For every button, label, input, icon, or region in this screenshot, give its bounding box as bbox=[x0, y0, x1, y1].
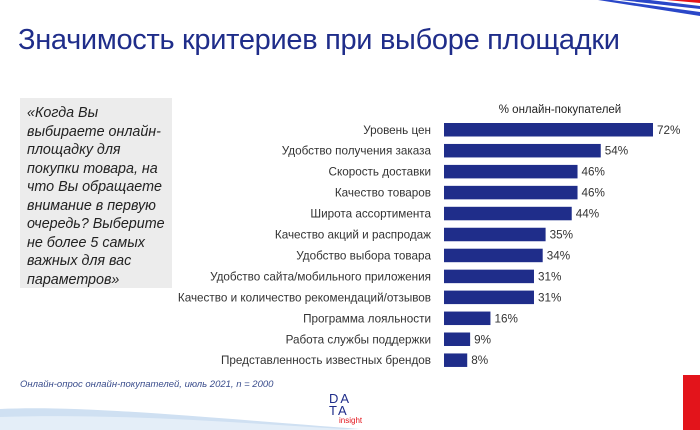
category-label: Скорость доставки bbox=[329, 166, 431, 179]
value-label: 16% bbox=[494, 312, 517, 325]
page-title: Значимость критериев при выборе площадки bbox=[18, 24, 620, 56]
red-accent-bar bbox=[683, 375, 700, 430]
bar bbox=[444, 332, 471, 346]
bar bbox=[444, 311, 491, 326]
category-label: Удобство выбора товара bbox=[296, 249, 431, 262]
value-label: 31% bbox=[538, 291, 561, 304]
category-label: Уровень цен bbox=[363, 124, 431, 137]
series-label: % онлайн-покупателей bbox=[499, 104, 621, 116]
bar bbox=[444, 227, 546, 242]
bottom-wave-decoration bbox=[0, 408, 360, 430]
category-label: Качество товаров bbox=[335, 187, 431, 200]
bar bbox=[444, 248, 543, 263]
value-label: 34% bbox=[547, 249, 570, 262]
category-label: Представленность известных брендов bbox=[221, 354, 431, 367]
corner-stripes bbox=[598, 0, 700, 16]
value-label: 9% bbox=[474, 333, 491, 346]
bar bbox=[444, 143, 601, 158]
category-label: Программа лояльности bbox=[303, 312, 431, 325]
value-label: 8% bbox=[471, 354, 488, 367]
bar bbox=[444, 123, 653, 137]
category-label: Удобство получения заказа bbox=[282, 145, 432, 158]
value-label: 31% bbox=[538, 270, 561, 283]
logo-line-1: DA bbox=[329, 391, 352, 406]
question-box bbox=[20, 98, 172, 288]
category-label: Качество и количество рекомендаций/отзыв… bbox=[178, 291, 431, 304]
value-label: 54% bbox=[605, 145, 628, 158]
value-label: 44% bbox=[576, 208, 599, 221]
value-label: 46% bbox=[582, 166, 605, 179]
category-label: Удобство сайта/мобильного приложения bbox=[210, 270, 431, 283]
category-label: Широта ассортимента bbox=[310, 208, 431, 221]
bar bbox=[444, 290, 534, 305]
value-label: 35% bbox=[550, 229, 573, 242]
data-insight-logo: DA TA insight bbox=[325, 390, 375, 430]
category-label: Качество акций и распродаж bbox=[275, 229, 431, 242]
value-label: 46% bbox=[582, 187, 605, 200]
category-label: Работа службы поддержки bbox=[286, 333, 431, 346]
logo-line-2: TA bbox=[329, 403, 349, 418]
bar bbox=[444, 269, 534, 284]
bar bbox=[444, 185, 578, 200]
value-label: 72% bbox=[657, 124, 680, 137]
logo-line-3: insight bbox=[339, 416, 363, 425]
source-note: Онлайн-опрос онлайн-покупателей, июль 20… bbox=[20, 379, 274, 390]
survey-question: «Когда Вы выбираете онлайн- площадку для… bbox=[27, 105, 165, 288]
bar bbox=[444, 206, 572, 221]
bar bbox=[444, 353, 468, 367]
bar bbox=[444, 164, 578, 179]
